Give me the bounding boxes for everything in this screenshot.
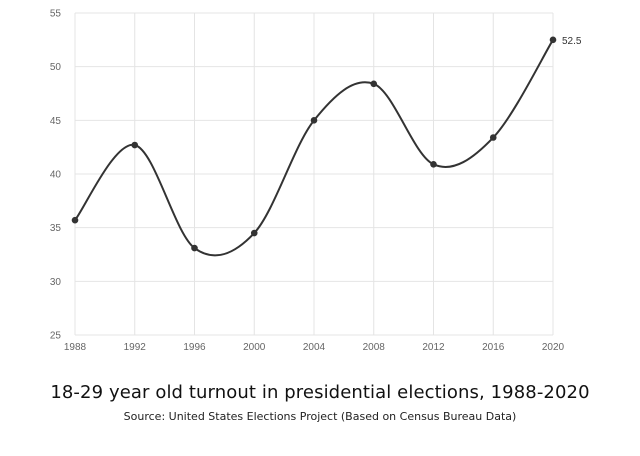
data-point — [250, 229, 258, 237]
y-tick-label: 35 — [50, 223, 62, 234]
chart-title: 18-29 year old turnout in presidential e… — [50, 382, 590, 403]
y-axis-ticks: 25 30 35 40 45 50 55 — [50, 9, 62, 342]
data-point — [310, 117, 318, 124]
grid-layer — [74, 12, 554, 336]
series-line — [74, 39, 554, 257]
x-tick-label: 2012 — [422, 342, 445, 353]
data-labels: 52.5 — [562, 36, 582, 47]
x-tick-label: 1996 — [183, 342, 206, 353]
y-tick-label: 45 — [50, 116, 62, 127]
chart-source: Source: United States Elections Project … — [123, 410, 517, 423]
data-point — [430, 161, 437, 168]
y-tick-label: 30 — [50, 277, 62, 288]
y-tick-label: 50 — [50, 62, 62, 73]
data-points — [71, 36, 557, 252]
x-tick-label: 2020 — [542, 342, 565, 353]
y-tick-label: 55 — [50, 9, 62, 20]
x-tick-label: 2008 — [363, 342, 386, 353]
y-tick-label: 40 — [50, 170, 62, 181]
data-point — [131, 141, 139, 149]
x-tick-label: 2016 — [482, 342, 505, 353]
x-axis-ticks: 1988 1992 1996 2000 2004 2008 2012 2016 2020 — [64, 342, 565, 353]
data-point — [191, 244, 198, 252]
data-label: 52.5 — [562, 36, 582, 47]
data-point — [71, 216, 79, 224]
x-tick-label: 2004 — [303, 342, 326, 353]
x-tick-label: 1992 — [124, 342, 147, 353]
x-tick-label: 1988 — [64, 342, 87, 353]
x-tick-label: 2000 — [243, 342, 266, 353]
line-chart: 25 30 35 40 45 50 55 1988 1992 1996 2000 2004 2008 2… — [50, 9, 582, 354]
y-tick-label: 25 — [50, 331, 62, 342]
data-point — [370, 80, 378, 88]
data-point — [549, 36, 557, 44]
data-point — [489, 134, 497, 141]
